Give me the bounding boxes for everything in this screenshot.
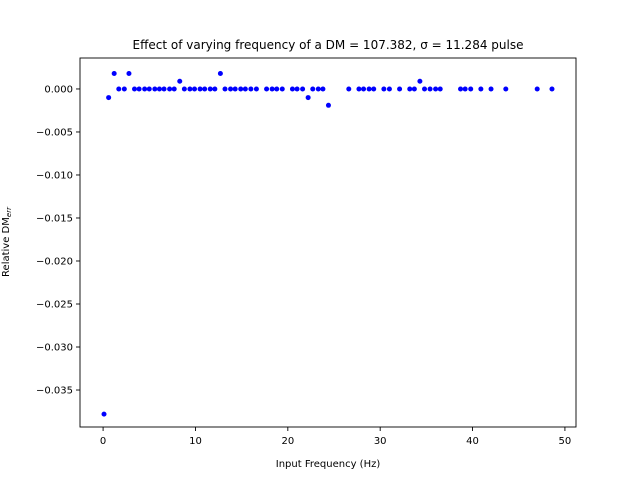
data-point (202, 86, 208, 92)
data-point (294, 86, 300, 92)
data-point (171, 86, 177, 92)
data-point (228, 86, 234, 92)
data-point (111, 70, 117, 76)
y-tick-label: −0.025 (36, 300, 73, 311)
y-axis-label-main: Relative DM (1, 217, 12, 277)
chart-title: Effect of varying frequency of a DM = 10… (133, 38, 524, 52)
data-point (116, 86, 122, 92)
data-point (381, 86, 387, 92)
y-axis-label: Relative DMerr (1, 206, 13, 277)
data-point (397, 86, 403, 92)
data-point (136, 86, 142, 92)
data-point (232, 86, 238, 92)
x-tick-label: 50 (559, 436, 572, 447)
data-point (305, 95, 311, 101)
data-point (289, 86, 295, 92)
data-point (177, 78, 183, 84)
data-point (146, 86, 152, 92)
data-point (427, 86, 433, 92)
y-tick-label: 0.000 (44, 84, 73, 95)
data-point (356, 86, 362, 92)
data-point (167, 86, 173, 92)
y-tick-label: −0.015 (36, 213, 73, 224)
data-point (458, 86, 464, 92)
data-point (488, 86, 494, 92)
data-point (222, 86, 228, 92)
y-axis-label-subscript: err (5, 206, 13, 217)
plot-frame (79, 57, 577, 428)
data-point (300, 86, 306, 92)
data-point (269, 86, 275, 92)
data-point (346, 86, 352, 92)
data-point (386, 86, 392, 92)
data-point (361, 86, 367, 92)
data-point (142, 86, 148, 92)
data-point (217, 70, 223, 76)
data-point (242, 86, 248, 92)
data-point (407, 86, 413, 92)
data-point (161, 86, 167, 92)
data-point (433, 86, 439, 92)
data-point (126, 70, 132, 76)
x-tick-label: 40 (466, 436, 479, 447)
data-point (366, 86, 372, 92)
y-tick-label: −0.020 (36, 256, 73, 267)
data-point (248, 86, 254, 92)
data-point (462, 86, 468, 92)
data-point (207, 86, 213, 92)
data-point (121, 86, 127, 92)
data-point (422, 86, 428, 92)
data-point (315, 86, 321, 92)
data-point (549, 86, 555, 92)
data-point (437, 86, 443, 92)
y-tick-label: −0.005 (36, 127, 73, 138)
x-axis-label: Input Frequency (Hz) (276, 459, 381, 470)
data-point (187, 86, 193, 92)
y-tick-label: −0.010 (36, 170, 73, 181)
data-point (131, 86, 137, 92)
data-point (310, 86, 316, 92)
data-point (101, 411, 107, 417)
data-point (325, 102, 331, 108)
data-point (152, 86, 158, 92)
data-point (238, 86, 244, 92)
data-point (279, 86, 285, 92)
data-point (534, 86, 540, 92)
data-point (156, 86, 162, 92)
data-point (197, 86, 203, 92)
data-point (468, 86, 474, 92)
data-point (503, 86, 509, 92)
y-tick-label: −0.035 (36, 386, 73, 397)
data-point (417, 78, 423, 84)
data-point (253, 86, 259, 92)
x-tick-label: 10 (189, 436, 202, 447)
x-tick-label: 30 (374, 436, 387, 447)
data-point (192, 86, 198, 92)
data-point (478, 86, 484, 92)
y-tick-label: −0.030 (36, 343, 73, 354)
data-point (181, 86, 187, 92)
x-axis-ticks: 0 10 20 30 40 50 (100, 427, 571, 447)
data-point (212, 86, 218, 92)
data-point (411, 86, 417, 92)
data-point (106, 95, 112, 101)
data-point (274, 86, 280, 92)
x-tick-label: 20 (281, 436, 294, 447)
data-points (101, 70, 555, 417)
y-axis-ticks: 0.000 −0.005 −0.010 −0.015 −0.020 −0.025 −0.03… (36, 84, 80, 397)
data-point (320, 86, 326, 92)
x-tick-label: 0 (100, 436, 106, 447)
data-point (264, 86, 270, 92)
data-point (371, 86, 377, 92)
